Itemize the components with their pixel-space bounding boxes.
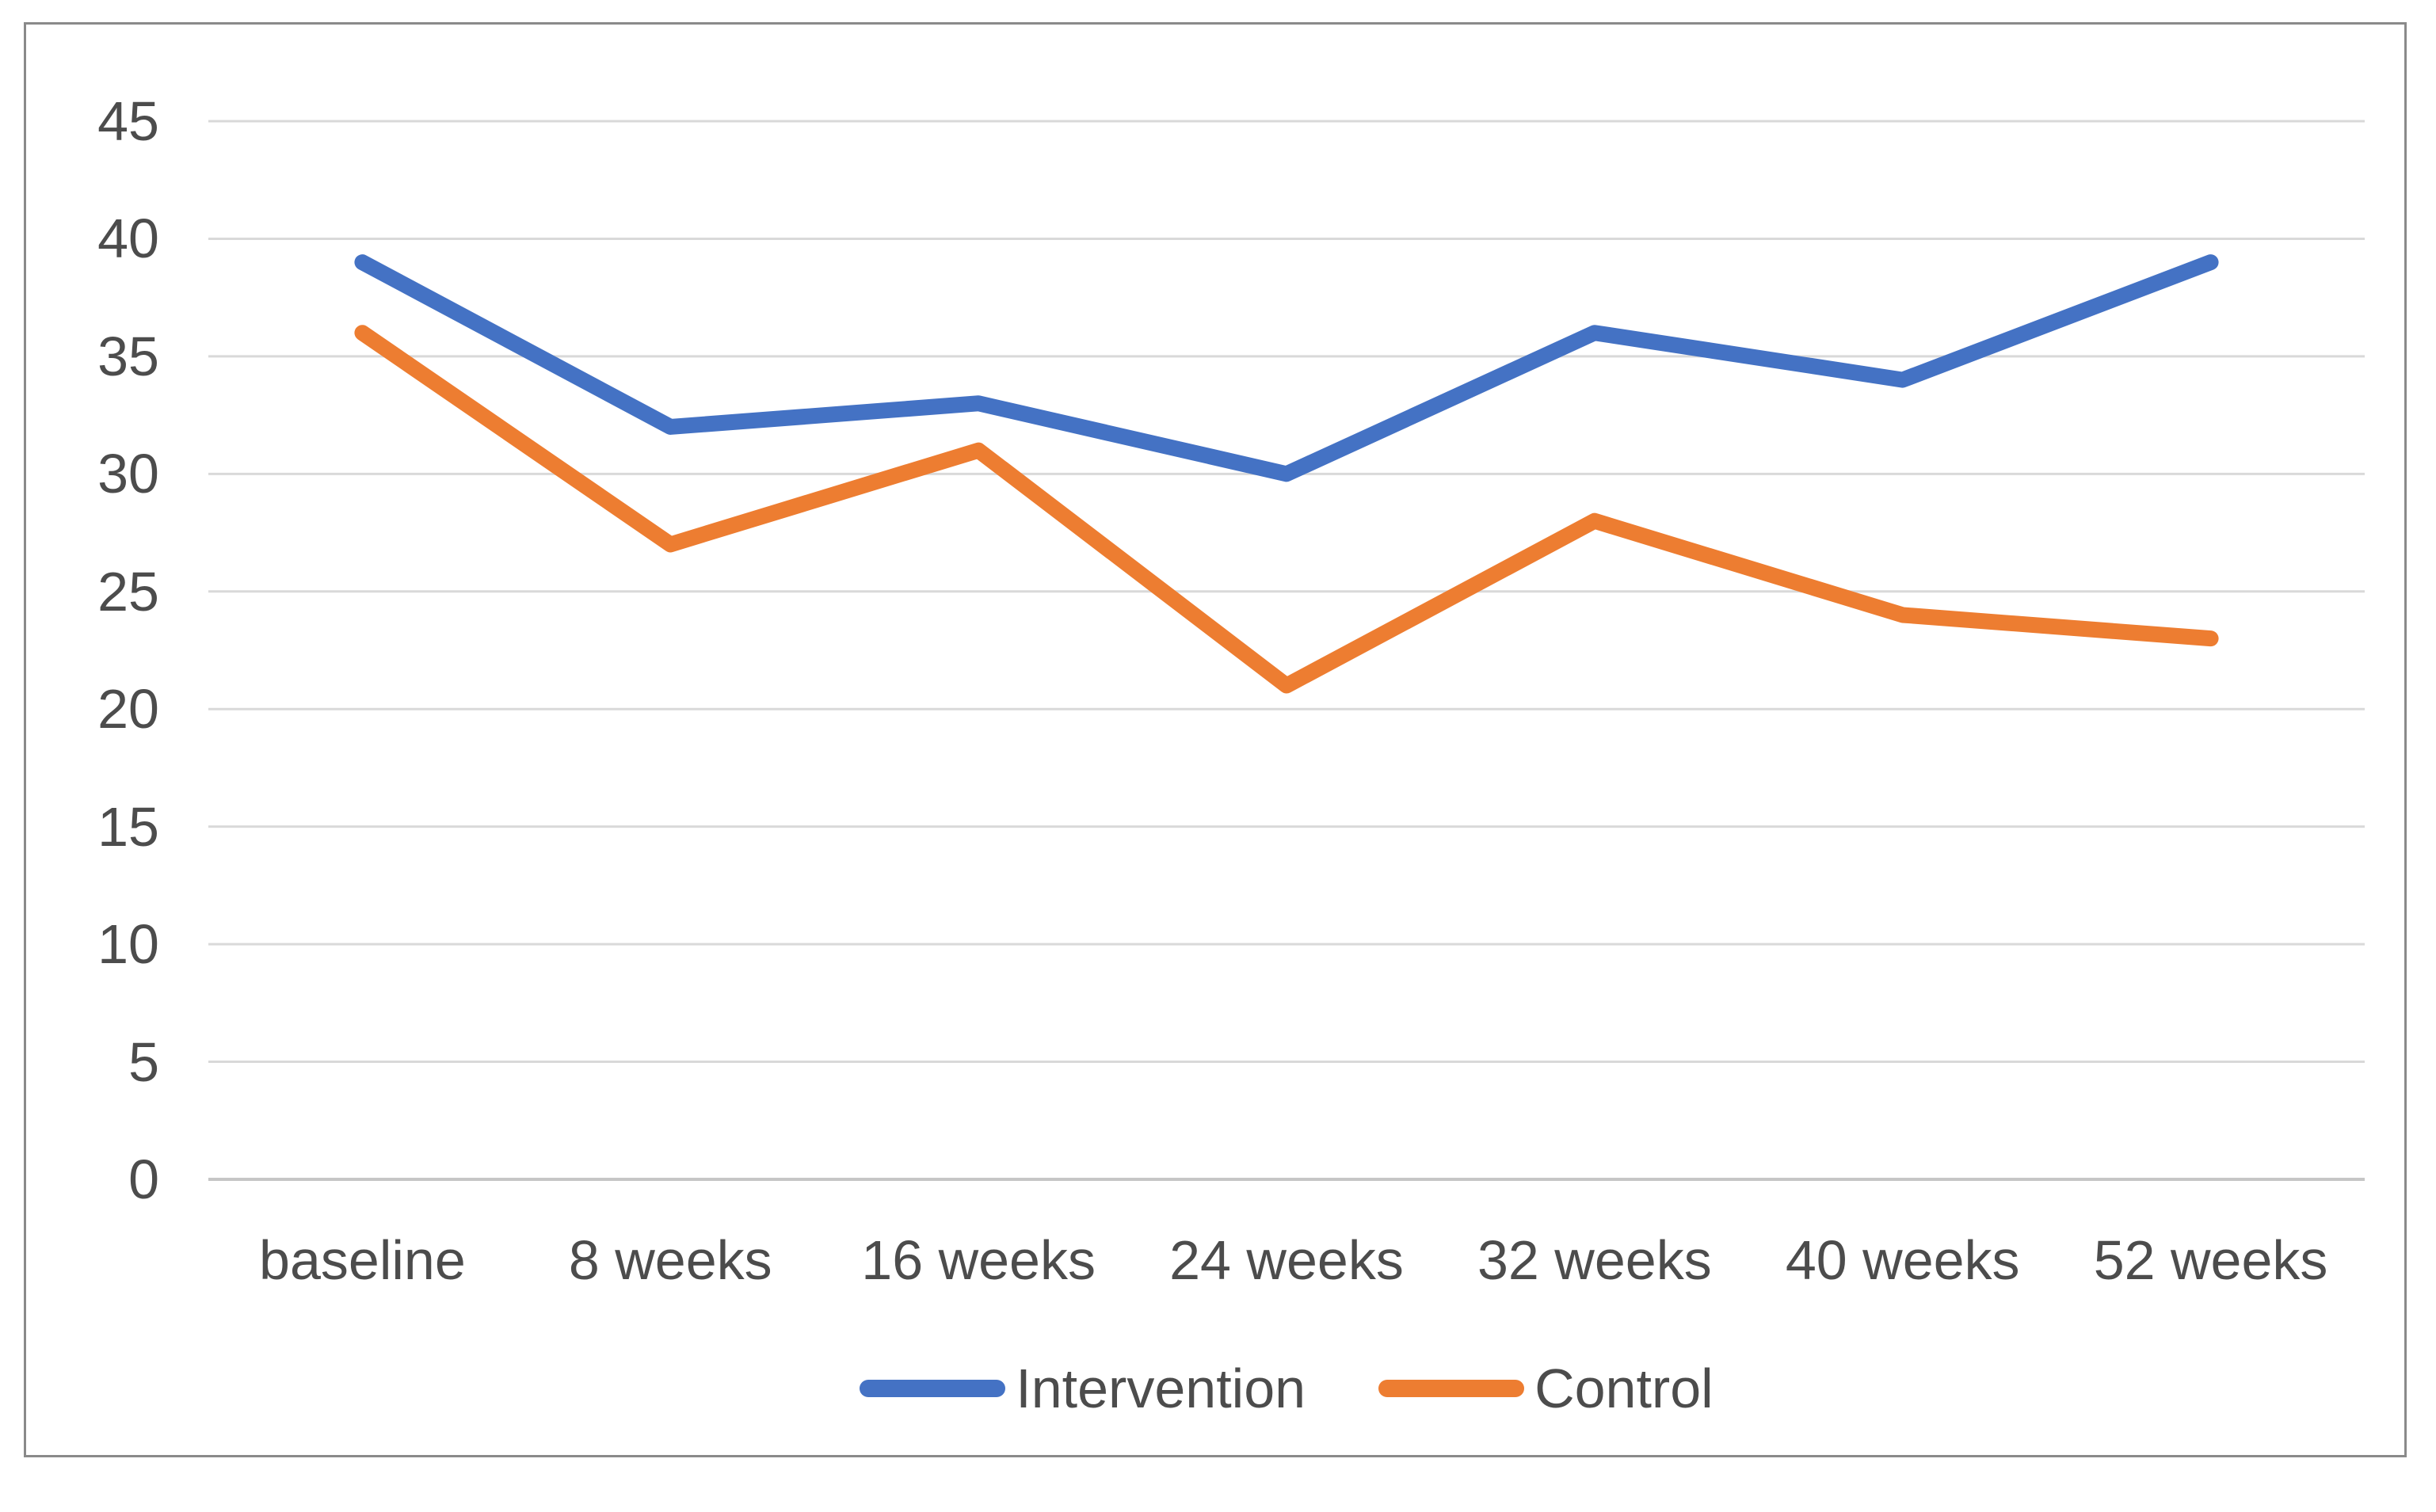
y-tick-label-45: 45 xyxy=(97,90,159,152)
y-tick-label-30: 30 xyxy=(97,443,159,505)
x-category-label-52-weeks: 52 weeks xyxy=(2093,1229,2328,1291)
x-category-label-16-weeks: 16 weeks xyxy=(861,1229,1096,1291)
legend: Intervention Control xyxy=(208,1355,2365,1422)
intervention-line xyxy=(354,254,2219,482)
y-tick-label-20: 20 xyxy=(97,678,159,741)
x-category-label-24-weeks: 24 weeks xyxy=(1169,1229,1404,1291)
y-tick-label-10: 10 xyxy=(97,913,159,976)
x-category-label-32-weeks: 32 weeks xyxy=(1477,1229,1712,1291)
control-line xyxy=(354,325,2219,694)
control-line-swatch xyxy=(1378,1380,1525,1397)
x-category-label-baseline: baseline xyxy=(259,1229,466,1291)
x-category-label-40-weeks: 40 weeks xyxy=(1785,1229,2020,1291)
x-category-label-8-weeks: 8 weeks xyxy=(568,1229,772,1291)
y-tick-label-40: 40 xyxy=(97,208,159,270)
y-tick-label-0: 0 xyxy=(128,1148,159,1210)
y-tick-label-35: 35 xyxy=(97,325,159,387)
y-tick-label-5: 5 xyxy=(128,1030,159,1093)
chart-figure: 0 5 10 15 20 25 30 35 40 45 baseline 8 weeks 16 wee… xyxy=(24,22,2407,1457)
legend-item-intervention: Intervention xyxy=(860,1357,1306,1420)
plot-area xyxy=(208,120,2365,1181)
legend-label-control: Control xyxy=(1534,1358,1714,1419)
y-tick-label-15: 15 xyxy=(97,795,159,858)
intervention-line-swatch xyxy=(860,1380,1006,1397)
legend-label-intervention: Intervention xyxy=(1016,1358,1306,1419)
legend-item-control: Control xyxy=(1378,1357,1714,1420)
y-tick-label-25: 25 xyxy=(97,560,159,623)
